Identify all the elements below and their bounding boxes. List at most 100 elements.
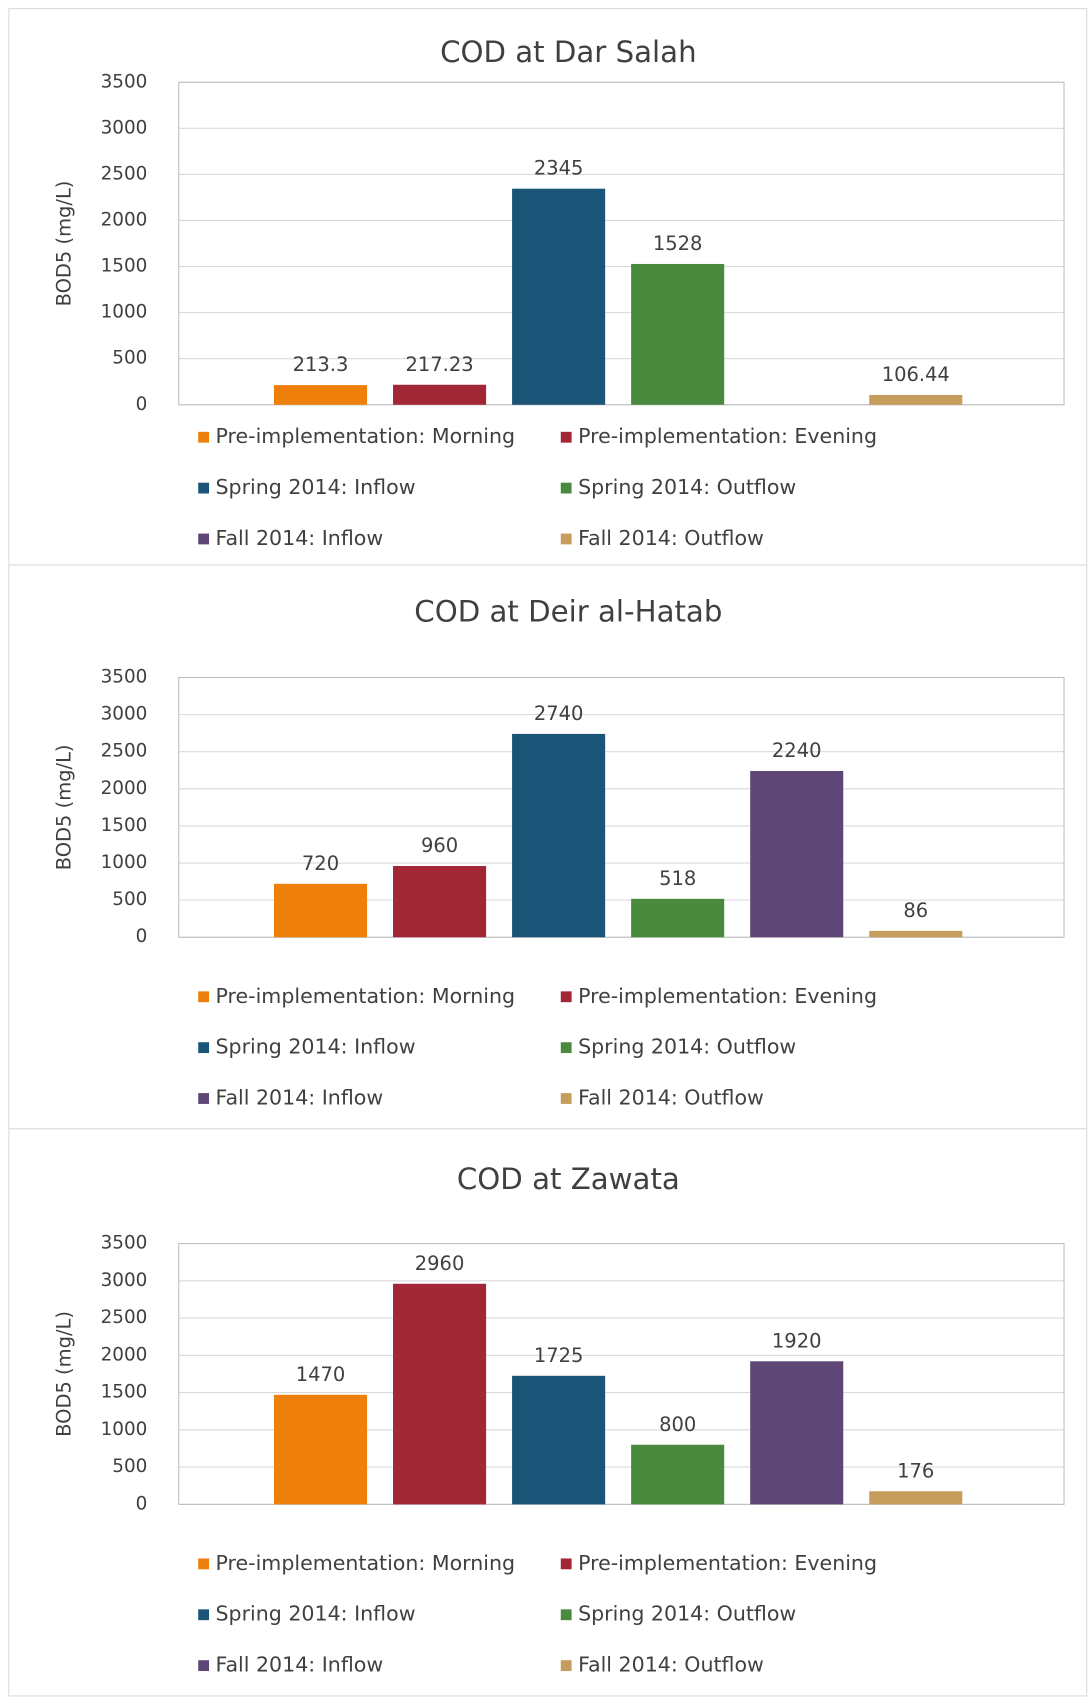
legend-swatch xyxy=(560,1660,572,1672)
y-tick-label: 3500 xyxy=(101,71,148,92)
legend-label: Spring 2014: Inflow xyxy=(216,1035,416,1059)
legend-label: Pre-implementation: Evening xyxy=(578,984,877,1008)
y-tick-label: 3000 xyxy=(101,704,148,725)
legend-swatch xyxy=(198,482,210,494)
chart-title: COD at Dar Salah xyxy=(440,35,697,69)
bar xyxy=(273,883,368,938)
legend-swatch xyxy=(198,1558,210,1570)
y-tick-label: 2500 xyxy=(101,163,148,184)
y-tick-label: 1500 xyxy=(101,815,148,836)
chart-title: COD at Zawata xyxy=(457,1162,680,1196)
legend-label: Pre-implementation: Morning xyxy=(216,1551,516,1575)
y-tick-label: 1000 xyxy=(101,302,148,323)
bar xyxy=(393,1283,487,1505)
data-label: 720 xyxy=(302,852,339,875)
plot-border xyxy=(178,676,1065,938)
bar xyxy=(750,1361,844,1505)
legend-label: Pre-implementation: Evening xyxy=(578,424,877,448)
legend-swatch xyxy=(560,991,572,1003)
data-label: 2345 xyxy=(534,157,584,180)
y-tick-label: 1500 xyxy=(101,1382,148,1403)
bar xyxy=(273,385,368,405)
y-tick-label: 3500 xyxy=(101,1233,148,1254)
data-label: 1528 xyxy=(653,232,703,255)
legend-swatch xyxy=(560,431,572,443)
legend-label: Spring 2014: Outflow xyxy=(578,1035,796,1059)
bar xyxy=(869,930,963,938)
data-label: 2740 xyxy=(534,702,584,725)
legend-label: Spring 2014: Outflow xyxy=(578,475,796,499)
legend-label: Spring 2014: Inflow xyxy=(216,1602,416,1626)
legend-swatch xyxy=(198,1660,210,1672)
legend-swatch xyxy=(560,482,572,494)
y-tick-label: 3500 xyxy=(101,667,148,688)
plot-border xyxy=(178,81,1065,406)
legend-swatch xyxy=(198,1042,210,1054)
data-label: 1920 xyxy=(772,1329,822,1352)
bar xyxy=(631,263,725,405)
bar xyxy=(631,1444,725,1505)
data-label: 2960 xyxy=(415,1252,465,1275)
legend-label: Pre-implementation: Evening xyxy=(578,1551,877,1575)
bar xyxy=(273,1394,368,1505)
y-axis-label: BOD5 (mg/L) xyxy=(53,744,76,870)
bar xyxy=(393,866,487,938)
legend-label: Fall 2014: Inflow xyxy=(216,1653,384,1677)
data-label: 176 xyxy=(897,1459,934,1482)
bar xyxy=(631,898,725,938)
y-tick-label: 500 xyxy=(112,1456,147,1477)
bar xyxy=(869,1491,963,1505)
y-tick-label: 3000 xyxy=(101,1270,148,1291)
data-label: 518 xyxy=(659,867,696,890)
legend-label: Fall 2014: Outflow xyxy=(578,526,764,550)
legend-label: Fall 2014: Outflow xyxy=(578,1086,764,1110)
plot-border xyxy=(178,1242,1065,1505)
legend-swatch xyxy=(198,991,210,1003)
data-label: 800 xyxy=(659,1413,696,1436)
chart-title: COD at Deir al-Hatab xyxy=(414,595,722,629)
y-axis-label: BOD5 (mg/L) xyxy=(53,1311,76,1437)
y-tick-label: 0 xyxy=(136,926,148,947)
bar xyxy=(869,394,963,405)
bar xyxy=(512,1375,606,1505)
frame xyxy=(8,8,1088,1697)
y-tick-label: 0 xyxy=(136,394,148,415)
y-tick-label: 2000 xyxy=(101,778,148,799)
data-label: 213.3 xyxy=(293,353,349,376)
bar xyxy=(750,771,844,938)
legend-swatch xyxy=(198,431,210,443)
legend-label: Pre-implementation: Morning xyxy=(216,424,516,448)
y-tick-label: 0 xyxy=(136,1493,148,1514)
legend-swatch xyxy=(560,1609,572,1621)
legend-swatch xyxy=(560,1558,572,1570)
legend-label: Fall 2014: Inflow xyxy=(216,526,384,550)
y-tick-label: 3000 xyxy=(101,117,148,138)
data-label: 1725 xyxy=(534,1344,584,1367)
y-tick-label: 1500 xyxy=(101,256,148,277)
bar xyxy=(512,733,606,938)
legend-label: Fall 2014: Inflow xyxy=(216,1086,384,1110)
legend-swatch xyxy=(560,1093,572,1104)
bar xyxy=(393,384,487,405)
y-tick-label: 2000 xyxy=(101,1344,148,1365)
data-label: 1470 xyxy=(296,1363,346,1386)
y-tick-label: 1000 xyxy=(101,1419,148,1440)
legend-swatch xyxy=(560,1042,572,1054)
data-label: 106.44 xyxy=(882,363,950,386)
y-tick-label: 2000 xyxy=(101,209,148,230)
y-tick-label: 1000 xyxy=(101,852,148,873)
data-label: 2240 xyxy=(772,739,822,762)
y-tick-label: 2500 xyxy=(101,741,148,762)
legend-label: Pre-implementation: Morning xyxy=(216,984,516,1008)
legend-swatch xyxy=(198,533,210,545)
legend-swatch xyxy=(198,1609,210,1621)
y-tick-label: 500 xyxy=(112,348,147,369)
data-label: 86 xyxy=(903,899,928,922)
legend-label: Spring 2014: Outflow xyxy=(578,1602,796,1626)
data-label: 217.23 xyxy=(405,353,473,376)
y-axis-label: BOD5 (mg/L) xyxy=(53,181,76,307)
y-tick-label: 2500 xyxy=(101,1307,148,1328)
legend-label: Spring 2014: Inflow xyxy=(216,475,416,499)
